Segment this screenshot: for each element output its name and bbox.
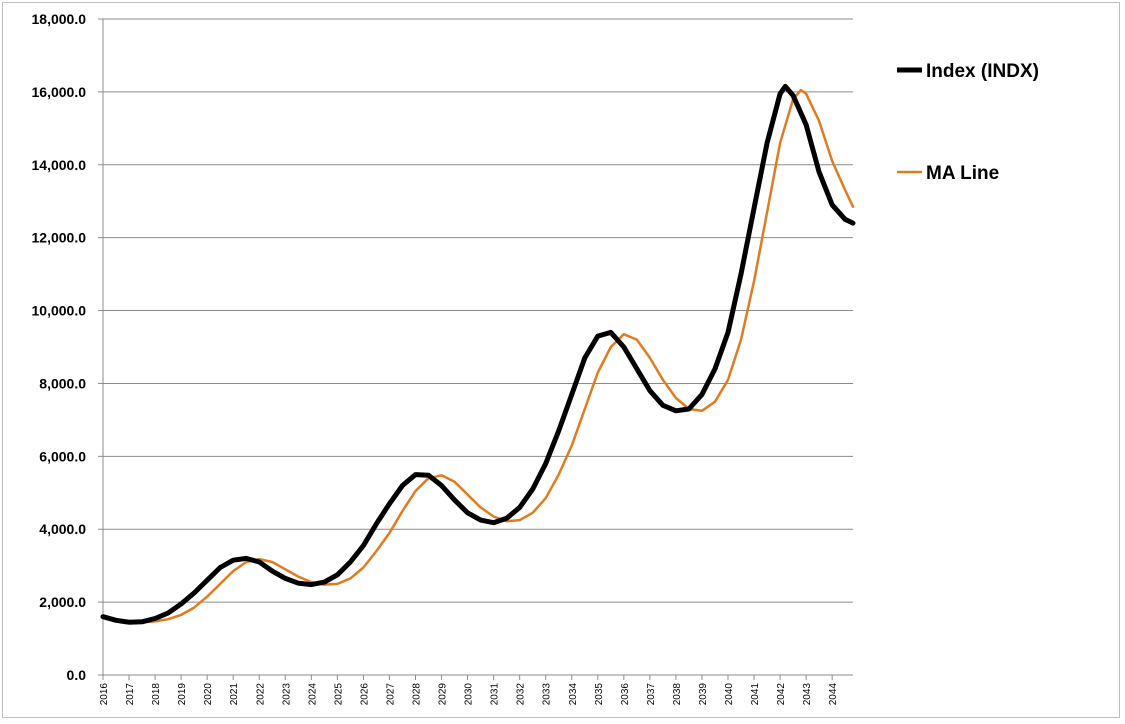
series-line-ma [127, 88, 855, 624]
x-tick-label: 2017 [125, 683, 136, 706]
x-tick-label: 2029 [438, 683, 449, 706]
y-tick-label: 18,000.0 [32, 11, 87, 27]
y-tick-label: 12,000.0 [32, 230, 87, 246]
x-tick-label: 2040 [724, 683, 735, 706]
y-tick-label: 16,000.0 [32, 84, 87, 100]
y-tick-label: 8,000.0 [39, 375, 86, 391]
x-tick-label: 2018 [151, 683, 162, 706]
x-tick-label: 2042 [776, 683, 787, 706]
x-tick-label: 2033 [542, 683, 553, 706]
axes [102, 19, 853, 676]
x-tick-label: 2041 [750, 683, 761, 706]
series-lines [100, 83, 856, 625]
x-axis-ticks: 2016 2017 2018 2019 2020 2021 2022 2023 2024 2025… [99, 675, 839, 705]
x-tick-label: 2026 [359, 683, 370, 706]
x-tick-label: 2044 [828, 683, 839, 706]
gridlines [103, 18, 853, 603]
x-tick-label: 2020 [203, 683, 214, 706]
x-tick-label: 2023 [281, 683, 292, 706]
x-tick-label: 2035 [594, 683, 605, 706]
y-tick-label: 6,000.0 [39, 448, 86, 464]
y-tick-label: 10,000.0 [32, 303, 87, 319]
x-tick-label: 2032 [516, 683, 527, 706]
legend-label: MA Line [926, 163, 999, 184]
y-tick-label: 4,000.0 [39, 521, 86, 537]
series-line-index [100, 83, 856, 625]
y-tick-label: 14,000.0 [32, 157, 87, 173]
y-axis-ticks: 0.0 2,000.0 4,000.0 6,000.0 8,000.0 10,000.0 1… [32, 11, 103, 683]
x-tick-label: 2028 [412, 683, 423, 706]
x-tick-label: 2027 [385, 683, 396, 706]
x-tick-label: 2021 [229, 683, 240, 706]
y-tick-label: 0.0 [67, 667, 87, 683]
x-tick-label: 2038 [672, 683, 683, 706]
x-tick-label: 2036 [620, 683, 631, 706]
legend: Index (INDX) MA Line [897, 61, 1039, 184]
x-tick-label: 2039 [698, 683, 709, 706]
x-tick-label: 2031 [490, 683, 501, 706]
x-tick-label: 2030 [464, 683, 475, 706]
legend-label: Index (INDX) [926, 61, 1039, 82]
x-tick-label: 2019 [177, 683, 188, 706]
x-tick-label: 2043 [802, 683, 813, 706]
x-tick-label: 2016 [99, 683, 110, 706]
y-tick-label: 2,000.0 [39, 594, 86, 610]
x-tick-label: 2022 [255, 683, 266, 706]
x-tick-label: 2037 [646, 683, 657, 706]
x-tick-label: 2025 [333, 683, 344, 706]
x-tick-label: 2024 [307, 683, 318, 706]
x-tick-label: 2034 [568, 683, 579, 706]
